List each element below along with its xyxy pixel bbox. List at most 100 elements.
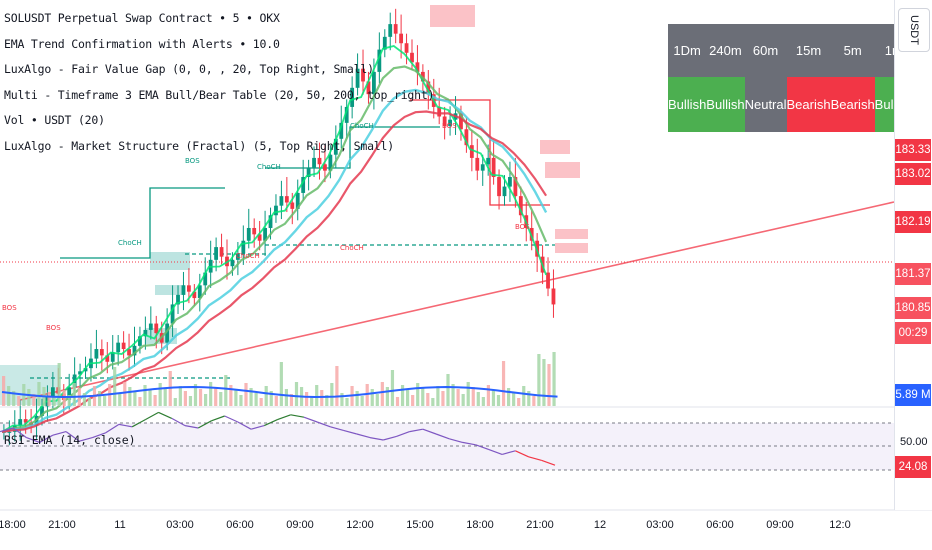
volume-bar bbox=[204, 394, 208, 406]
volume-bar bbox=[219, 392, 223, 406]
volume-bar bbox=[395, 397, 400, 406]
currency-unit-button[interactable]: USDT bbox=[898, 8, 930, 52]
rsi-line bbox=[330, 426, 344, 431]
volume-bar bbox=[345, 398, 349, 406]
tf-state: Bullish bbox=[668, 76, 707, 132]
volume-bar bbox=[305, 392, 309, 406]
time-label: 09:00 bbox=[766, 519, 794, 531]
volume-bar bbox=[82, 393, 86, 406]
rsi-line bbox=[435, 433, 450, 440]
rsi-legend[interactable]: RSI-EMA (14, close) bbox=[4, 433, 136, 447]
candle-body bbox=[279, 196, 284, 206]
rsi-line bbox=[79, 437, 93, 442]
rsi-line bbox=[383, 435, 397, 441]
candle-body bbox=[132, 345, 137, 356]
volume-bar bbox=[507, 388, 511, 406]
candle-body bbox=[110, 352, 115, 362]
time-label: 18:00 bbox=[0, 519, 26, 531]
candle-body bbox=[138, 336, 142, 346]
legend-volume[interactable]: Vol • USDT (20) bbox=[4, 113, 105, 127]
volume-bar bbox=[274, 396, 278, 406]
rsi-line bbox=[105, 423, 120, 434]
tf-state: Bearish bbox=[830, 76, 875, 132]
structure-labels: ChoCH BOS ChoCH ChoCH BOS ChoCH ChoCH BOS BOS BOS bbox=[2, 122, 530, 332]
structure-label: BOS bbox=[2, 304, 17, 312]
volume-bar bbox=[522, 386, 526, 406]
legend-fvg[interactable]: LuxAlgo - Fair Value Gap (0, 0, , 20, To… bbox=[4, 62, 374, 76]
volume-bar bbox=[289, 394, 294, 406]
candle-body bbox=[551, 288, 556, 305]
time-label: 12 bbox=[593, 519, 607, 531]
time-label: 15:00 bbox=[406, 519, 434, 531]
legend-market-structure[interactable]: LuxAlgo - Market Structure (Fractal) (5,… bbox=[4, 138, 394, 153]
candle-body bbox=[197, 285, 202, 299]
volume-bar bbox=[512, 393, 516, 406]
candle-body bbox=[154, 323, 159, 334]
price-tag: 183.33 bbox=[895, 138, 931, 161]
tf-state: Bullish bbox=[706, 76, 745, 132]
candle-body bbox=[50, 387, 55, 397]
candle-body bbox=[377, 49, 382, 72]
rsi-line bbox=[409, 428, 423, 433]
volume-bar bbox=[2, 376, 6, 406]
price-axis[interactable] bbox=[894, 0, 932, 510]
indicator-legend: SOLUSDT Perpetual Swap Contract • 5 • OK… bbox=[4, 6, 435, 159]
legend-ema-trend[interactable]: EMA Trend Confirmation with Alerts • 10.… bbox=[4, 36, 280, 51]
ema-line bbox=[1, 88, 548, 434]
time-label: 06:00 bbox=[226, 519, 254, 531]
volume-bar bbox=[325, 395, 329, 406]
candle-body bbox=[121, 342, 126, 350]
rsi-line bbox=[303, 416, 318, 423]
candle-body bbox=[83, 368, 88, 372]
volume-bar bbox=[52, 397, 56, 406]
volume-bar bbox=[461, 394, 465, 406]
volume-bar bbox=[481, 397, 485, 406]
candle-body bbox=[437, 106, 442, 117]
volume-bar bbox=[421, 388, 425, 406]
volume-bar bbox=[178, 386, 182, 406]
rsi-current-tag: 24.08 bbox=[895, 456, 931, 478]
candle-body bbox=[486, 157, 491, 165]
structure-label: ChoCH bbox=[350, 122, 374, 130]
candle-body bbox=[459, 113, 463, 130]
volume-bar bbox=[471, 387, 475, 406]
candle-body bbox=[263, 227, 267, 241]
candle-body bbox=[382, 36, 387, 50]
candle-body bbox=[241, 240, 246, 254]
rsi-line bbox=[0, 427, 14, 433]
rsi-line bbox=[528, 456, 542, 461]
candle-body bbox=[480, 164, 485, 171]
volume-bar bbox=[224, 375, 228, 406]
candle-body bbox=[442, 116, 447, 127]
structure-label: BOS bbox=[46, 324, 61, 332]
fvg-box bbox=[540, 140, 570, 154]
rsi-line bbox=[396, 431, 410, 437]
volume-bar bbox=[456, 389, 460, 406]
candle-body bbox=[230, 259, 235, 267]
rsi-line bbox=[462, 441, 476, 446]
candle-body bbox=[170, 304, 175, 324]
legend-mtf-ema-table[interactable]: Multi - Timeframe 3 EMA Bull/Bear Table … bbox=[4, 87, 435, 102]
rsi-line bbox=[26, 437, 40, 443]
trend-line[interactable] bbox=[19, 201, 895, 401]
volume-bar bbox=[411, 395, 415, 406]
volume-bar bbox=[517, 398, 521, 406]
volume-bar bbox=[27, 389, 31, 406]
candle-body bbox=[40, 406, 44, 416]
time-axis[interactable] bbox=[0, 510, 894, 550]
volume-bar bbox=[360, 396, 364, 406]
structure-label: BOS bbox=[442, 122, 457, 130]
volume-bar bbox=[67, 395, 71, 406]
candle-body bbox=[502, 186, 507, 197]
legend-symbol[interactable]: SOLUSDT Perpetual Swap Contract • 5 • OK… bbox=[4, 11, 280, 25]
candle-body bbox=[323, 164, 327, 171]
volume-bar bbox=[537, 354, 541, 406]
volume-bar bbox=[163, 388, 167, 406]
candle-body bbox=[214, 247, 219, 260]
volume-bar bbox=[279, 362, 283, 406]
fvg-box bbox=[555, 229, 588, 239]
ema-group bbox=[1, 45, 548, 434]
volume-bar bbox=[32, 394, 36, 406]
candle-body bbox=[252, 227, 257, 235]
rsi-line bbox=[475, 444, 490, 451]
